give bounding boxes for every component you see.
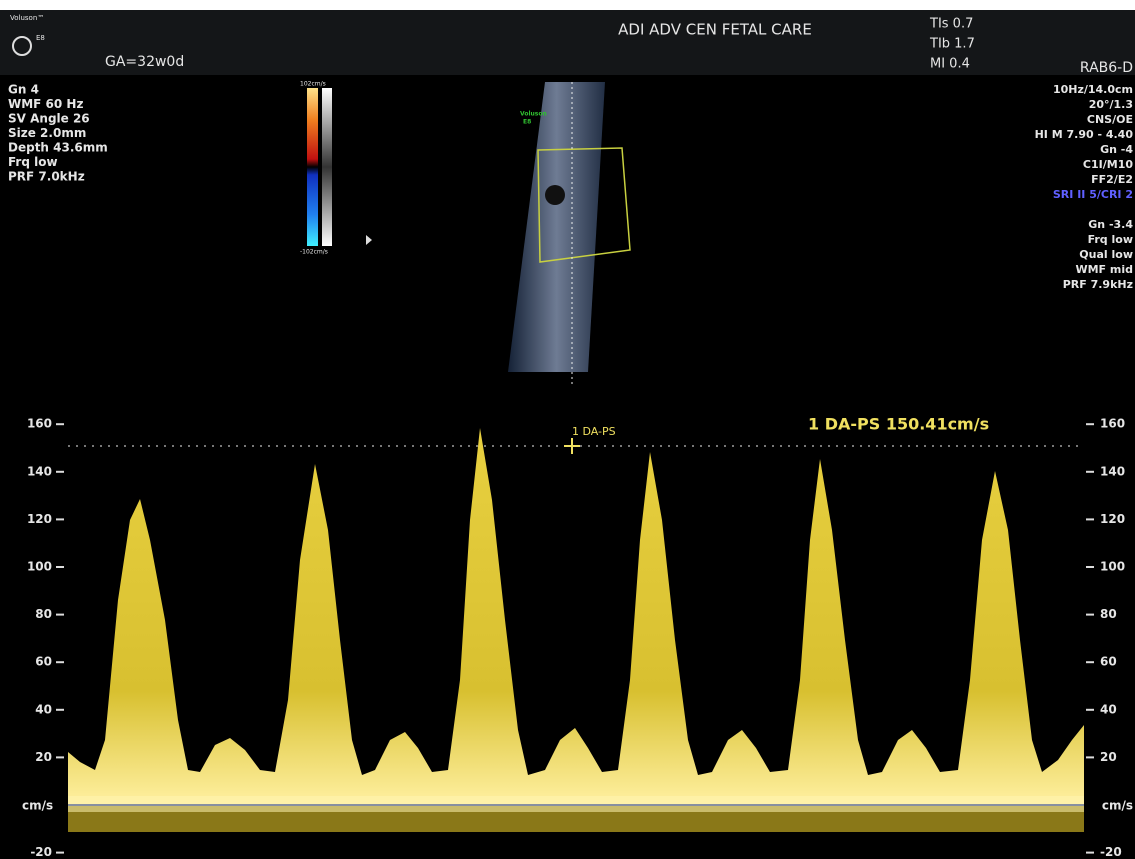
- gray-bar: [322, 88, 332, 246]
- y-tick-label: -20: [1100, 845, 1122, 859]
- y-tick-label: 120: [27, 512, 52, 526]
- y-tick-label: 160: [1100, 417, 1125, 431]
- left-param: WMF 60 Hz: [8, 97, 83, 111]
- y-tick-label: 100: [1100, 560, 1125, 574]
- right-param: FF2/E2: [1091, 173, 1133, 186]
- right-param: HI M 7.90 - 4.40: [1035, 128, 1134, 141]
- measurement-result: 1 DA-PS 150.41cm/s: [808, 415, 989, 434]
- cursor-label: 1 DA-PS: [572, 425, 616, 438]
- y-tick-label: 140: [1100, 464, 1125, 478]
- right-param: SRI II 5/CRI 2: [1053, 188, 1133, 201]
- color-bar-max: 102cm/s: [300, 81, 326, 88]
- site-name: ADI ADV CEN FETAL CARE: [618, 21, 812, 39]
- right-param: Gn -4: [1100, 143, 1133, 156]
- anatomy: [545, 185, 565, 205]
- right-param: CNS/OE: [1087, 113, 1133, 126]
- ultrasound-screen: Voluson™ E8 GA=32w0d ADI ADV CEN FETAL C…: [0, 0, 1135, 859]
- image-label: E8: [523, 119, 531, 126]
- left-param: Gn 4: [8, 83, 39, 97]
- pointer: [366, 235, 372, 245]
- doppler-waveform: [68, 428, 1084, 804]
- right-param: Qual low: [1079, 248, 1133, 261]
- safety-index: MI 0.4: [930, 57, 970, 72]
- left-param: SV Angle 26: [8, 112, 90, 126]
- y-tick-label: 80: [35, 607, 52, 621]
- axis-unit: cm/s: [1102, 799, 1133, 813]
- y-tick-label: 40: [35, 702, 52, 716]
- page: Voluson™ E8 GA=32w0d ADI ADV CEN FETAL C…: [0, 0, 1135, 859]
- axis-unit: cm/s: [22, 799, 53, 813]
- y-tick-label: 80: [1100, 607, 1117, 621]
- right-param: 20°/1.3: [1089, 98, 1133, 111]
- probe: RAB6-D: [1080, 60, 1133, 76]
- right-param: PRF 7.9kHz: [1063, 278, 1133, 291]
- measure-cursor: [564, 438, 580, 454]
- y-tick-label: 60: [35, 655, 52, 669]
- left-param: Frq low: [8, 155, 58, 169]
- y-tick-label: 160: [27, 417, 52, 431]
- right-param: 10Hz/14.0cm: [1053, 83, 1133, 96]
- right-param: Frq low: [1088, 233, 1133, 246]
- y-tick-label: -20: [30, 845, 52, 859]
- color-bar: [307, 88, 318, 246]
- left-param: Depth 43.6mm: [8, 141, 108, 155]
- right-param: C1I/M10: [1083, 158, 1133, 171]
- y-tick-label: 20: [1100, 750, 1117, 764]
- y-tick-label: 140: [27, 464, 52, 478]
- color-bar-min: -102cm/s: [300, 249, 328, 256]
- safety-index: TIb 1.7: [929, 37, 975, 52]
- safety-index: TIs 0.7: [929, 17, 973, 32]
- left-param: Size 2.0mm: [8, 126, 86, 140]
- b-mode-image: [508, 82, 605, 372]
- y-tick-label: 60: [1100, 655, 1117, 669]
- top-margin: [0, 0, 1135, 10]
- y-tick-label: 100: [27, 560, 52, 574]
- left-param: PRF 7.0kHz: [8, 170, 85, 184]
- image-label: Voluson: [520, 111, 547, 118]
- brand: Voluson™: [10, 14, 44, 22]
- y-tick-label: 40: [1100, 702, 1117, 716]
- y-tick-label: 20: [35, 750, 52, 764]
- right-param: WMF mid: [1075, 263, 1133, 276]
- right-param: Gn -3.4: [1088, 218, 1133, 231]
- gestational-age: GA=32w0d: [105, 54, 184, 70]
- y-tick-label: 120: [1100, 512, 1125, 526]
- model: E8: [36, 34, 45, 42]
